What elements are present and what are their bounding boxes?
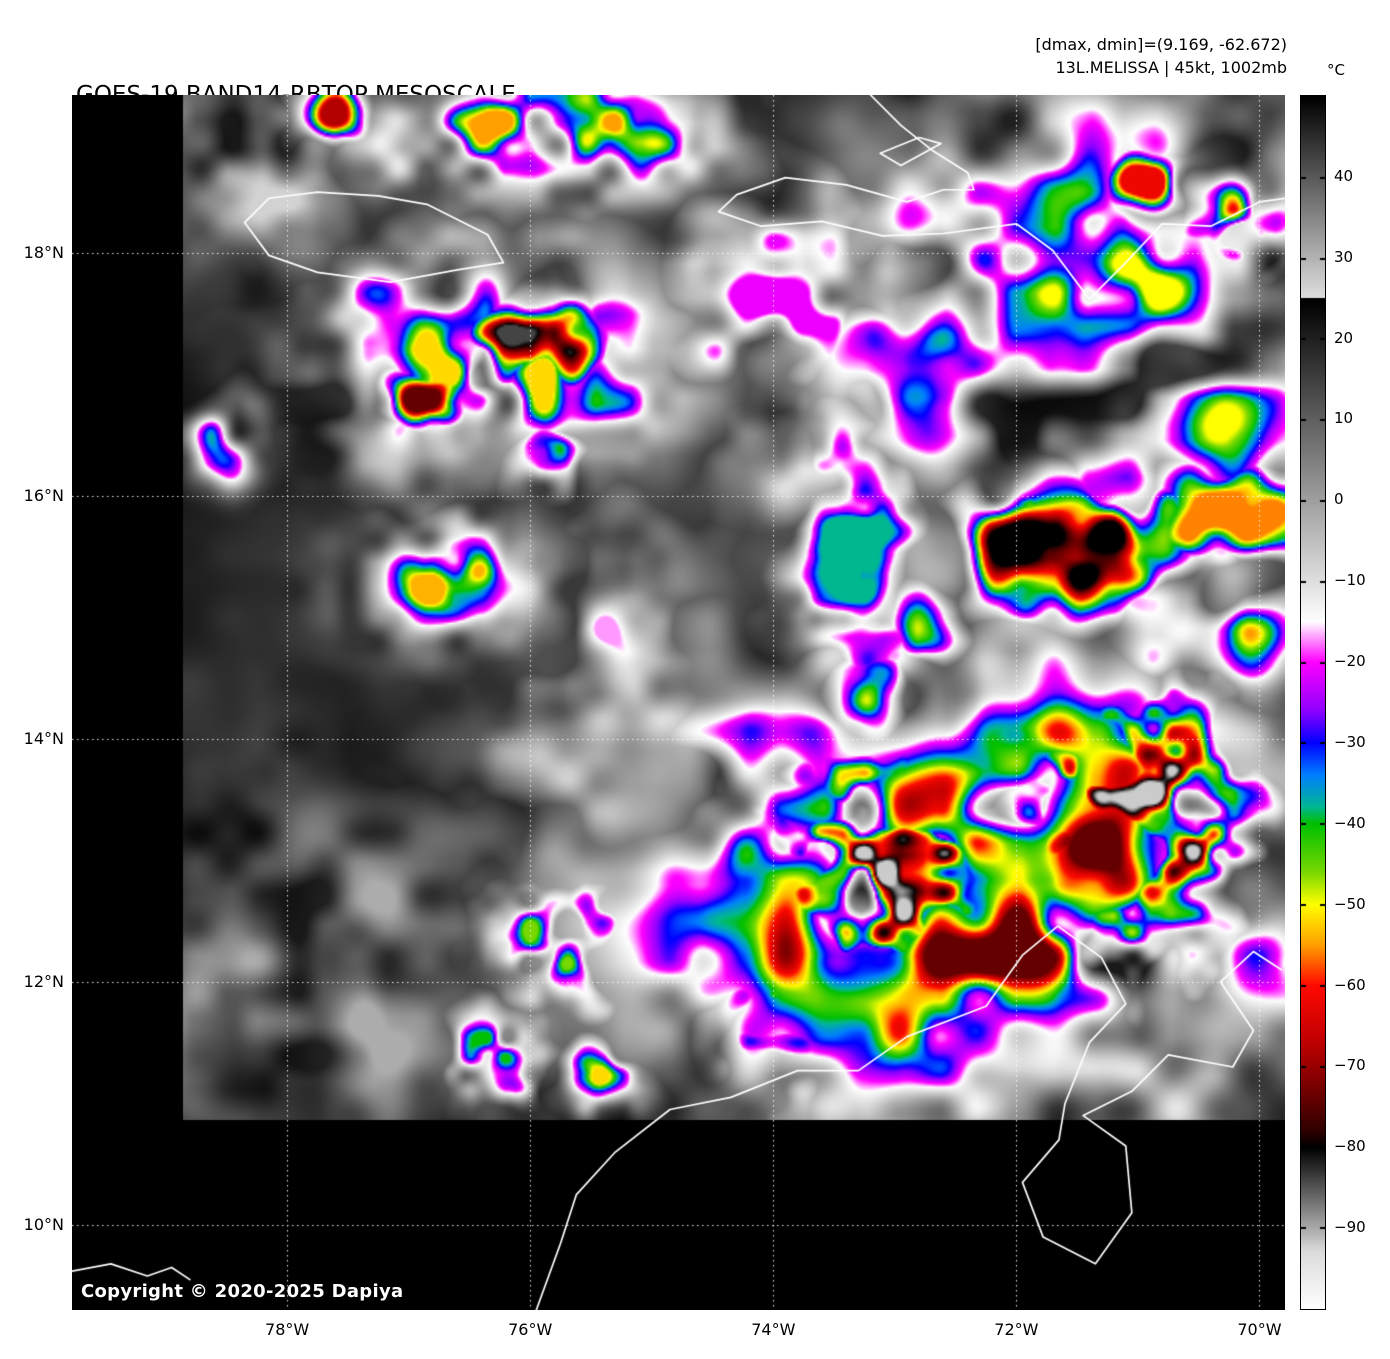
colorbar-tick-label: 20 — [1334, 328, 1354, 347]
temperature-colorbar — [1300, 95, 1326, 1310]
header-annotations: [dmax, dmin]=(9.169, -62.672) 13L.MELISS… — [1035, 33, 1287, 79]
colorbar-tick-label: −20 — [1334, 652, 1366, 671]
lat-tick-label: 14°N — [23, 728, 64, 748]
satellite-map-plot: Copyright © 2020-2025 Dapiya — [72, 95, 1285, 1310]
colorbar-tick-label: −40 — [1334, 813, 1366, 832]
colorbar-tick-label: −90 — [1334, 1218, 1366, 1237]
lat-tick-label: 10°N — [23, 1214, 64, 1234]
colorbar-tick-label: −50 — [1334, 894, 1366, 913]
dmax-dmin-annotation: [dmax, dmin]=(9.169, -62.672) — [1035, 35, 1287, 54]
lat-tick-label: 12°N — [23, 971, 64, 991]
copyright-watermark: Copyright © 2020-2025 Dapiya — [81, 1281, 404, 1302]
colorbar-tick-label: −80 — [1334, 1137, 1366, 1156]
storm-annotation: 13L.MELISSA | 45kt, 1002mb — [1055, 58, 1287, 78]
lon-tick-label: 74°W — [751, 1320, 796, 1339]
colorbar-tick-label: −10 — [1334, 571, 1366, 590]
colorbar-tick-label: 0 — [1334, 490, 1344, 509]
colorbar-tick-label: 10 — [1334, 409, 1354, 428]
colorbar-tick-label: −30 — [1334, 732, 1366, 751]
lon-tick-label: 72°W — [994, 1320, 1039, 1339]
colorbar-tick-label: 30 — [1334, 247, 1354, 266]
lat-tick-label: 16°N — [23, 485, 64, 505]
colorbar-tick-label: −60 — [1334, 975, 1366, 994]
lon-tick-label: 78°W — [265, 1320, 310, 1339]
colorbar-tick-label: 40 — [1334, 166, 1354, 185]
colorbar-tick-label: −70 — [1334, 1056, 1366, 1075]
lon-tick-label: 76°W — [508, 1320, 553, 1339]
colorbar-unit-label: °C — [1327, 61, 1345, 79]
lat-tick-label: 18°N — [23, 242, 64, 262]
lon-tick-label: 70°W — [1237, 1320, 1282, 1339]
colorbar-gradient-canvas — [1301, 96, 1325, 1309]
satellite-imagery-canvas — [72, 95, 1285, 1310]
